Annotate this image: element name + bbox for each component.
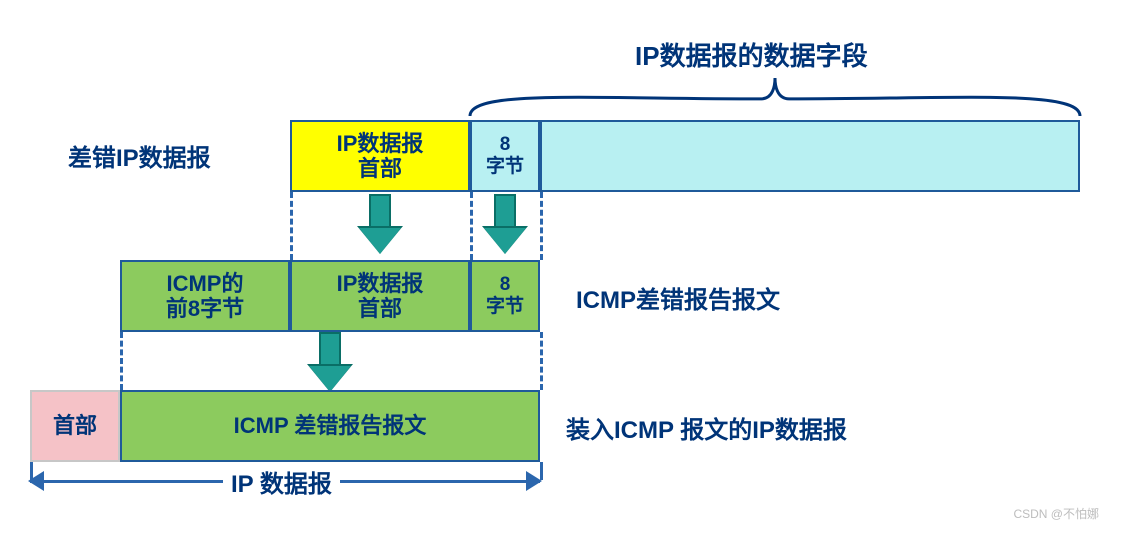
dash-3 (540, 192, 543, 260)
data-field-brace (470, 78, 1080, 116)
row2-8bytes: 8字节 (470, 260, 540, 332)
row3-right-label: 装入ICMP 报文的IP数据报 (566, 410, 847, 445)
dash-1 (290, 192, 293, 260)
dim-label: IP 数据报 (223, 464, 340, 499)
arrow-r2 (309, 336, 351, 392)
row3-icmp-msg: ICMP 差错报告报文 (120, 390, 540, 462)
watermark: CSDN @不怕娜 (1013, 505, 1099, 522)
dash-4 (120, 332, 123, 390)
dim-tick-0 (30, 462, 33, 480)
row1-left-label: 差错IP数据报 (68, 138, 211, 173)
data-field-label: IP数据报的数据字段 (635, 36, 868, 73)
row3-ip-header: 首部 (30, 390, 120, 462)
arrow-r1-b (484, 198, 526, 254)
row2-ip-header: IP数据报首部 (290, 260, 470, 332)
row2-icmp8: ICMP的前8字节 (120, 260, 290, 332)
row1-ip-header: IP数据报首部 (290, 120, 470, 192)
row2-right-label: ICMP差错报告报文 (576, 280, 780, 315)
row1-8bytes: 8字节 (470, 120, 540, 192)
dash-2 (470, 192, 473, 260)
row1-data-field (540, 120, 1080, 192)
dim-tick-1 (540, 462, 543, 480)
arrow-r1-a (359, 198, 401, 254)
dash-5 (540, 332, 543, 390)
